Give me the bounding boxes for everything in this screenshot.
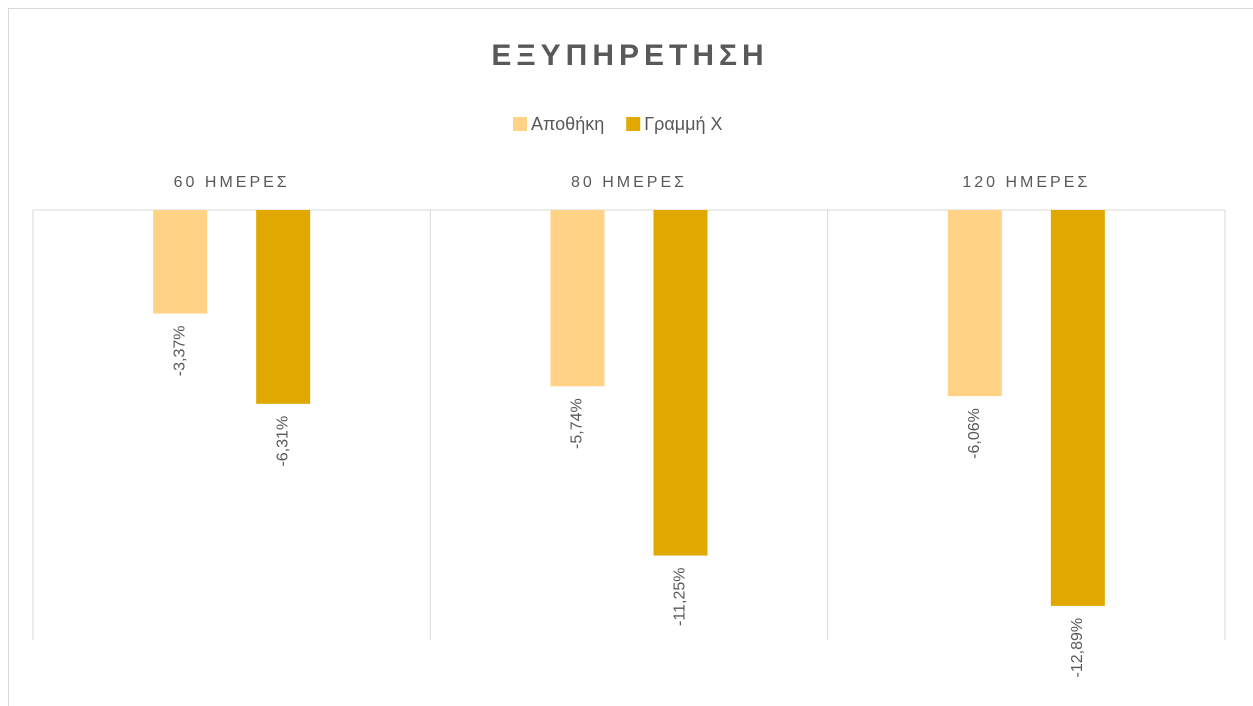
category-label: 80 ΗΜΕΡΕΣ xyxy=(571,174,687,191)
bar xyxy=(550,210,605,387)
bar xyxy=(256,210,311,404)
bar xyxy=(1050,210,1105,606)
category-label: 60 ΗΜΕΡΕΣ xyxy=(174,174,290,191)
value-label: -3,37% xyxy=(171,326,188,377)
value-label: -12,89% xyxy=(1069,618,1086,678)
category-label: 120 ΗΜΕΡΕΣ xyxy=(962,174,1090,191)
chart-title: ΕΞΥΠΗΡΕΤΗΣΗ xyxy=(491,39,768,72)
bar xyxy=(653,210,708,556)
bar xyxy=(947,210,1002,397)
value-label: -6,06% xyxy=(966,408,983,459)
legend-swatch xyxy=(513,117,527,131)
legend-label: Αποθήκη xyxy=(531,114,604,134)
legend-swatch xyxy=(626,117,641,131)
bar xyxy=(153,210,208,314)
value-label: -6,31% xyxy=(274,416,291,467)
legend-label: Γραμμή Χ xyxy=(644,114,722,134)
value-label: -5,74% xyxy=(569,398,586,449)
value-label: -11,25% xyxy=(672,568,689,626)
